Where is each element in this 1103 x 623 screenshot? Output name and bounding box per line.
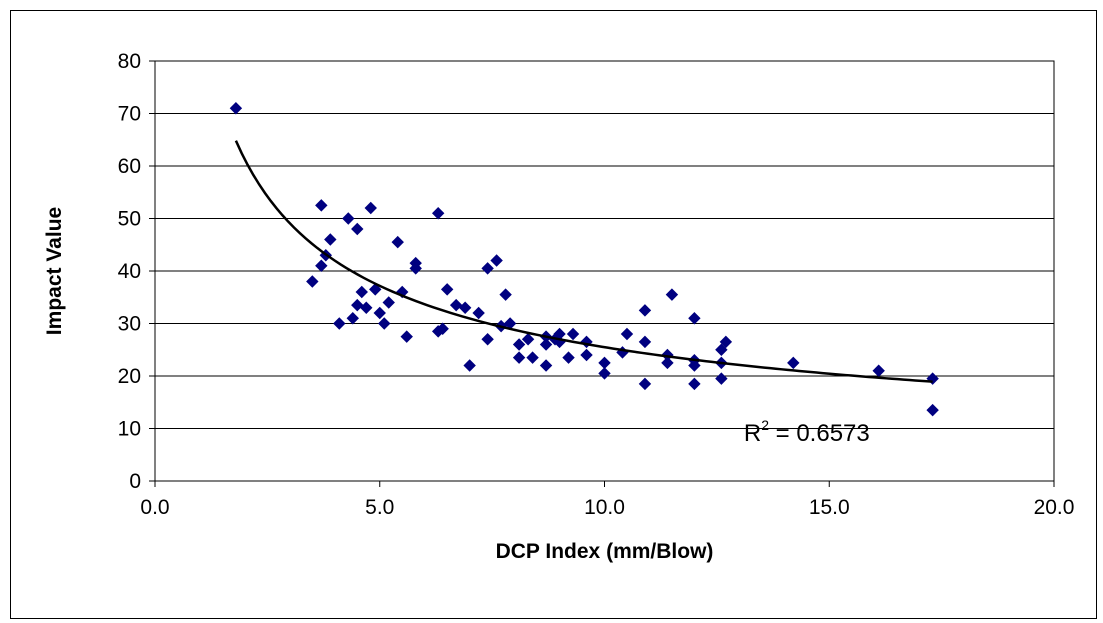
data-point (665, 288, 679, 301)
data-point (512, 351, 526, 364)
gridlines (155, 60, 1054, 482)
data-point (926, 403, 939, 417)
x-axis-ticks: 0.0 5.0 10.0 15.0 20.0 (140, 481, 1074, 519)
data-point (306, 275, 319, 288)
data-point (315, 199, 328, 212)
data-point (490, 254, 503, 267)
data-point (431, 207, 445, 220)
y-tick-label: 30 (118, 313, 141, 336)
y-axis-ticks: 0 10 20 30 40 50 60 70 80 (118, 50, 155, 493)
data-point (378, 317, 391, 330)
data-point (688, 377, 701, 391)
data-point (499, 288, 512, 301)
data-point (598, 356, 611, 370)
data-point (373, 306, 386, 320)
x-tick-label: 20.0 (1034, 496, 1075, 519)
trendline (234, 140, 933, 383)
scatter-chart: 0 10 20 30 40 50 60 70 80 0.0 5.0 10.0 15.0 20.0 R2 … (43, 50, 1074, 563)
data-point (566, 327, 580, 341)
data-point (342, 212, 355, 225)
data-point (346, 312, 359, 325)
data-point (638, 377, 652, 391)
r-squared-symbol: R (744, 420, 761, 447)
data-point (229, 102, 243, 115)
data-point (333, 317, 346, 330)
data-point (719, 335, 733, 349)
data-point (539, 359, 553, 372)
data-point (315, 259, 328, 272)
x-tick-label: 0.0 (140, 496, 169, 519)
data-point (598, 367, 611, 380)
data-point (481, 333, 494, 346)
data-point (382, 296, 395, 309)
data-point (355, 285, 368, 299)
data-point (562, 351, 575, 364)
x-axis-title: DCP Index (mm/Blow) (496, 540, 714, 563)
y-tick-label: 40 (118, 260, 141, 283)
data-point (661, 356, 674, 370)
data-point (360, 301, 373, 314)
x-tick-label: 15.0 (809, 496, 850, 519)
data-point (440, 283, 454, 296)
y-tick-label: 60 (118, 155, 141, 178)
data-point (324, 233, 337, 246)
data-point (638, 335, 652, 349)
data-point (715, 343, 728, 356)
x-tick-label: 5.0 (365, 496, 394, 519)
x-tick-label: 10.0 (584, 496, 625, 519)
chart-frame: 0 10 20 30 40 50 60 70 80 0.0 5.0 10.0 15.0 20.0 R2 … (10, 10, 1097, 619)
r-squared-exponent: 2 (761, 417, 769, 433)
data-points (229, 102, 939, 417)
data-point (521, 333, 535, 346)
data-point (400, 330, 413, 343)
data-point (351, 298, 364, 312)
data-point (449, 298, 463, 312)
data-point (715, 372, 728, 385)
y-tick-label: 50 (118, 208, 141, 231)
data-point (409, 256, 422, 270)
data-point (512, 338, 526, 351)
r-squared-label: R2 = 0.6573 (744, 417, 870, 447)
r-squared-value: = 0.6573 (769, 420, 870, 447)
data-point (364, 201, 377, 215)
y-tick-label: 10 (118, 418, 141, 441)
data-point (463, 359, 476, 372)
data-point (436, 322, 449, 335)
data-point (688, 312, 701, 325)
y-tick-label: 0 (129, 470, 141, 493)
data-point (472, 306, 485, 320)
data-point (580, 348, 593, 362)
data-point (539, 338, 553, 351)
data-point (391, 235, 404, 249)
data-point (458, 301, 472, 314)
y-tick-label: 20 (118, 365, 141, 388)
data-point (638, 304, 652, 317)
data-point (481, 262, 494, 275)
data-point (369, 283, 382, 296)
y-tick-label: 70 (118, 103, 141, 126)
data-point (351, 222, 364, 236)
y-axis-title: Impact Value (43, 207, 66, 335)
data-point (620, 327, 634, 341)
data-point (787, 356, 800, 370)
data-point (526, 351, 539, 364)
y-tick-label: 80 (118, 50, 141, 73)
data-point (872, 364, 885, 377)
